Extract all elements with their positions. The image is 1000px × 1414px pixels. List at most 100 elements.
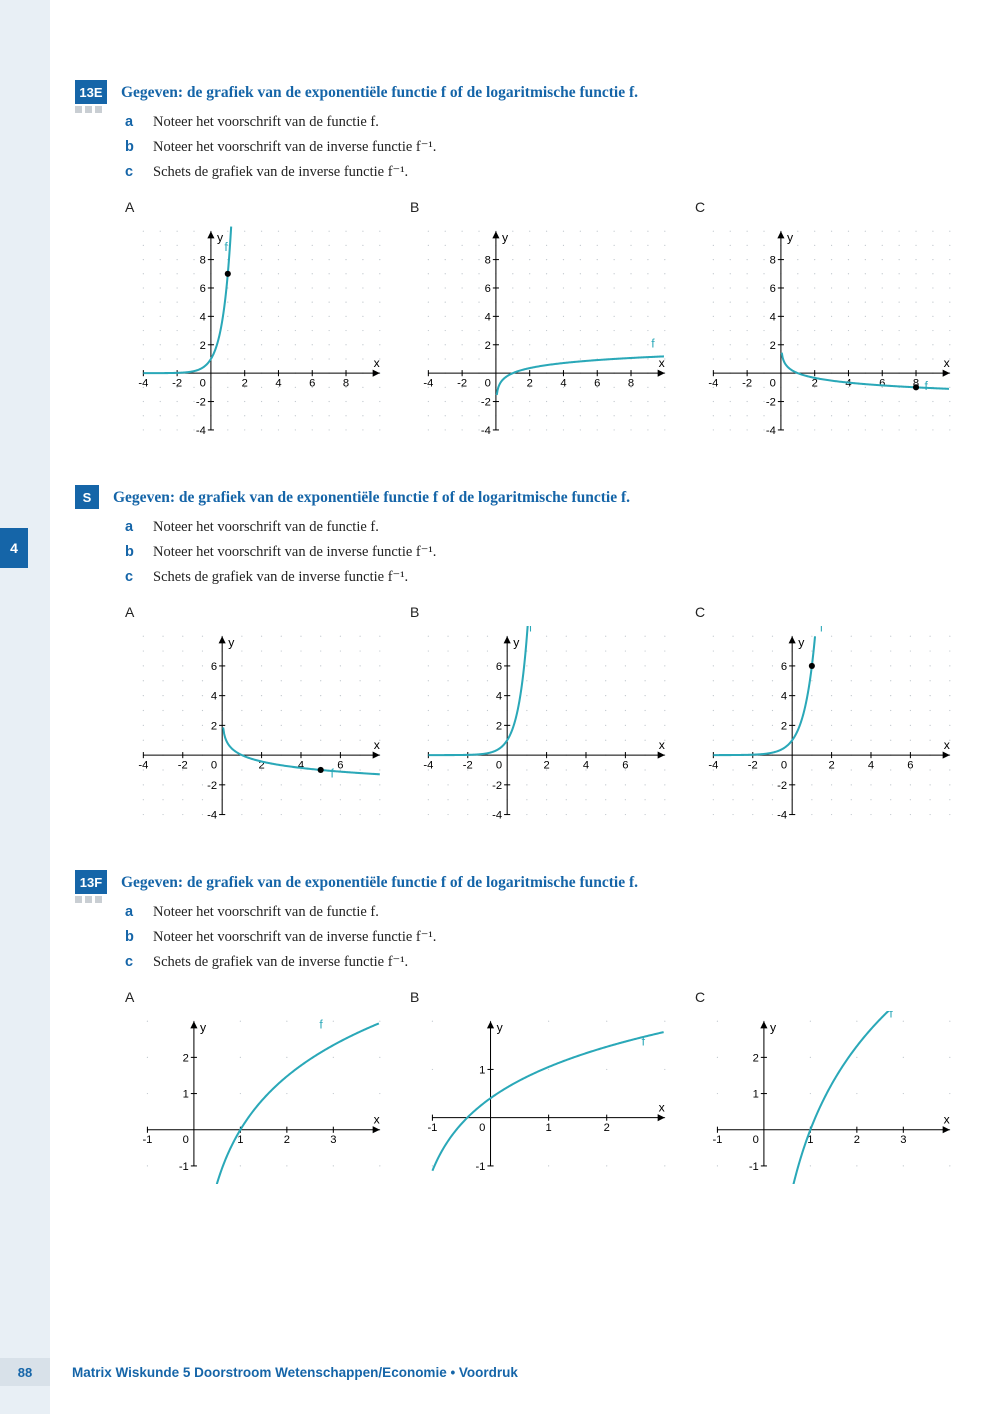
chart-label-b: B — [410, 604, 675, 620]
svg-text:f: f — [820, 626, 824, 635]
svg-text:f: f — [319, 1017, 323, 1031]
sub-c-text: Schets de grafiek van de inverse functie… — [153, 569, 408, 586]
svg-text:6: 6 — [337, 760, 343, 772]
svg-text:-4: -4 — [196, 425, 206, 437]
exercise-badge: 13F — [75, 870, 107, 894]
exercise-13e: 13E Gegeven: de grafiek van de exponenti… — [75, 80, 960, 445]
svg-text:-1: -1 — [712, 1134, 722, 1146]
svg-text:2: 2 — [527, 377, 533, 389]
svg-text:x: x — [944, 1113, 950, 1127]
svg-text:-4: -4 — [708, 760, 718, 772]
svg-text:3: 3 — [330, 1134, 336, 1146]
svg-text:1: 1 — [753, 1089, 759, 1101]
svg-text:4: 4 — [868, 760, 874, 772]
sub-c-text: Schets de grafiek van de inverse functie… — [153, 954, 408, 971]
exercise-13f: 13F Gegeven: de grafiek van de exponenti… — [75, 870, 960, 1184]
svg-text:0: 0 — [485, 377, 491, 389]
chart-label-c: C — [695, 989, 960, 1005]
exercise-given: Gegeven: de grafiek van de exponentiële … — [121, 80, 638, 102]
sub-a: a — [125, 904, 137, 921]
exercise-badge: S — [75, 485, 99, 509]
svg-text:-2: -2 — [742, 377, 752, 389]
svg-text:-2: -2 — [492, 780, 502, 792]
chart-label-b: B — [410, 199, 675, 215]
svg-text:4: 4 — [496, 691, 502, 703]
svg-text:-1: -1 — [475, 1161, 485, 1173]
sub-a: a — [125, 114, 137, 131]
svg-text:-2: -2 — [748, 760, 758, 772]
svg-text:-1: -1 — [179, 1161, 189, 1173]
exercise-s: S Gegeven: de grafiek van de exponentiël… — [75, 485, 960, 830]
svg-text:2: 2 — [543, 760, 549, 772]
sub-c: c — [125, 569, 137, 586]
svg-text:0: 0 — [479, 1122, 485, 1134]
svg-text:2: 2 — [770, 340, 776, 352]
svg-text:6: 6 — [622, 760, 628, 772]
svg-text:-4: -4 — [481, 425, 491, 437]
sub-c-text: Schets de grafiek van de inverse functie… — [153, 164, 408, 181]
svg-text:4: 4 — [211, 691, 217, 703]
svg-text:-2: -2 — [481, 397, 491, 409]
svg-text:0: 0 — [496, 760, 502, 772]
sub-b-text: Noteer het voorschrift van de inverse fu… — [153, 139, 436, 156]
svg-text:x: x — [659, 738, 665, 752]
svg-text:y: y — [200, 1020, 207, 1034]
svg-text:2: 2 — [485, 340, 491, 352]
sub-b: b — [125, 929, 137, 946]
chart-2c: -4-2246-4-22460xyf — [695, 626, 960, 830]
svg-text:4: 4 — [275, 377, 281, 389]
svg-text:2: 2 — [753, 1053, 759, 1065]
svg-text:0: 0 — [200, 377, 206, 389]
svg-text:3: 3 — [900, 1134, 906, 1146]
svg-text:-2: -2 — [463, 760, 473, 772]
charts-row-2: A -4-2246-4-22460xyf B -4-2246-4-22460xy… — [75, 604, 960, 830]
chart-2a: -4-2246-4-22460xyf — [125, 626, 390, 830]
svg-text:-4: -4 — [423, 760, 433, 772]
svg-text:8: 8 — [485, 255, 491, 267]
svg-text:1: 1 — [183, 1089, 189, 1101]
sub-c: c — [125, 954, 137, 971]
svg-text:-2: -2 — [172, 377, 182, 389]
svg-text:-4: -4 — [207, 810, 217, 822]
footer-text: Matrix Wiskunde 5 Doorstroom Wetenschapp… — [72, 1365, 518, 1380]
svg-text:-4: -4 — [777, 810, 787, 822]
svg-text:f: f — [331, 767, 335, 781]
svg-text:6: 6 — [309, 377, 315, 389]
chart-label-c: C — [695, 604, 960, 620]
svg-text:x: x — [374, 356, 380, 370]
svg-text:2: 2 — [496, 721, 502, 733]
svg-text:-2: -2 — [766, 397, 776, 409]
svg-text:0: 0 — [781, 760, 787, 772]
svg-text:8: 8 — [770, 255, 776, 267]
sub-a-text: Noteer het voorschrift van de functie f. — [153, 519, 379, 536]
svg-text:-2: -2 — [196, 397, 206, 409]
svg-text:y: y — [497, 1020, 504, 1034]
sub-b: b — [125, 139, 137, 156]
svg-text:y: y — [770, 1020, 777, 1034]
sub-a-text: Noteer het voorschrift van de functie f. — [153, 904, 379, 921]
svg-text:1: 1 — [545, 1122, 551, 1134]
svg-text:0: 0 — [753, 1134, 759, 1146]
svg-text:2: 2 — [242, 377, 248, 389]
chart-3a: -1123-1120xyf — [125, 1011, 390, 1184]
chart-label-b: B — [410, 989, 675, 1005]
svg-text:-4: -4 — [766, 425, 776, 437]
svg-text:0: 0 — [770, 377, 776, 389]
svg-text:-2: -2 — [777, 780, 787, 792]
chart-label-c: C — [695, 199, 960, 215]
svg-text:-1: -1 — [427, 1122, 437, 1134]
svg-text:-2: -2 — [178, 760, 188, 772]
svg-text:-4: -4 — [423, 377, 433, 389]
chart-1a: -4-22468-4-224680xyf — [125, 221, 390, 445]
chart-2b: -4-2246-4-22460xyf — [410, 626, 675, 830]
sub-a-text: Noteer het voorschrift van de functie f. — [153, 114, 379, 131]
svg-text:x: x — [659, 356, 665, 370]
svg-text:2: 2 — [828, 760, 834, 772]
svg-text:f: f — [924, 379, 928, 393]
svg-text:4: 4 — [781, 691, 787, 703]
svg-text:y: y — [787, 230, 794, 244]
sub-a: a — [125, 519, 137, 536]
svg-text:-1: -1 — [142, 1134, 152, 1146]
svg-text:f: f — [889, 1011, 893, 1021]
svg-text:0: 0 — [183, 1134, 189, 1146]
